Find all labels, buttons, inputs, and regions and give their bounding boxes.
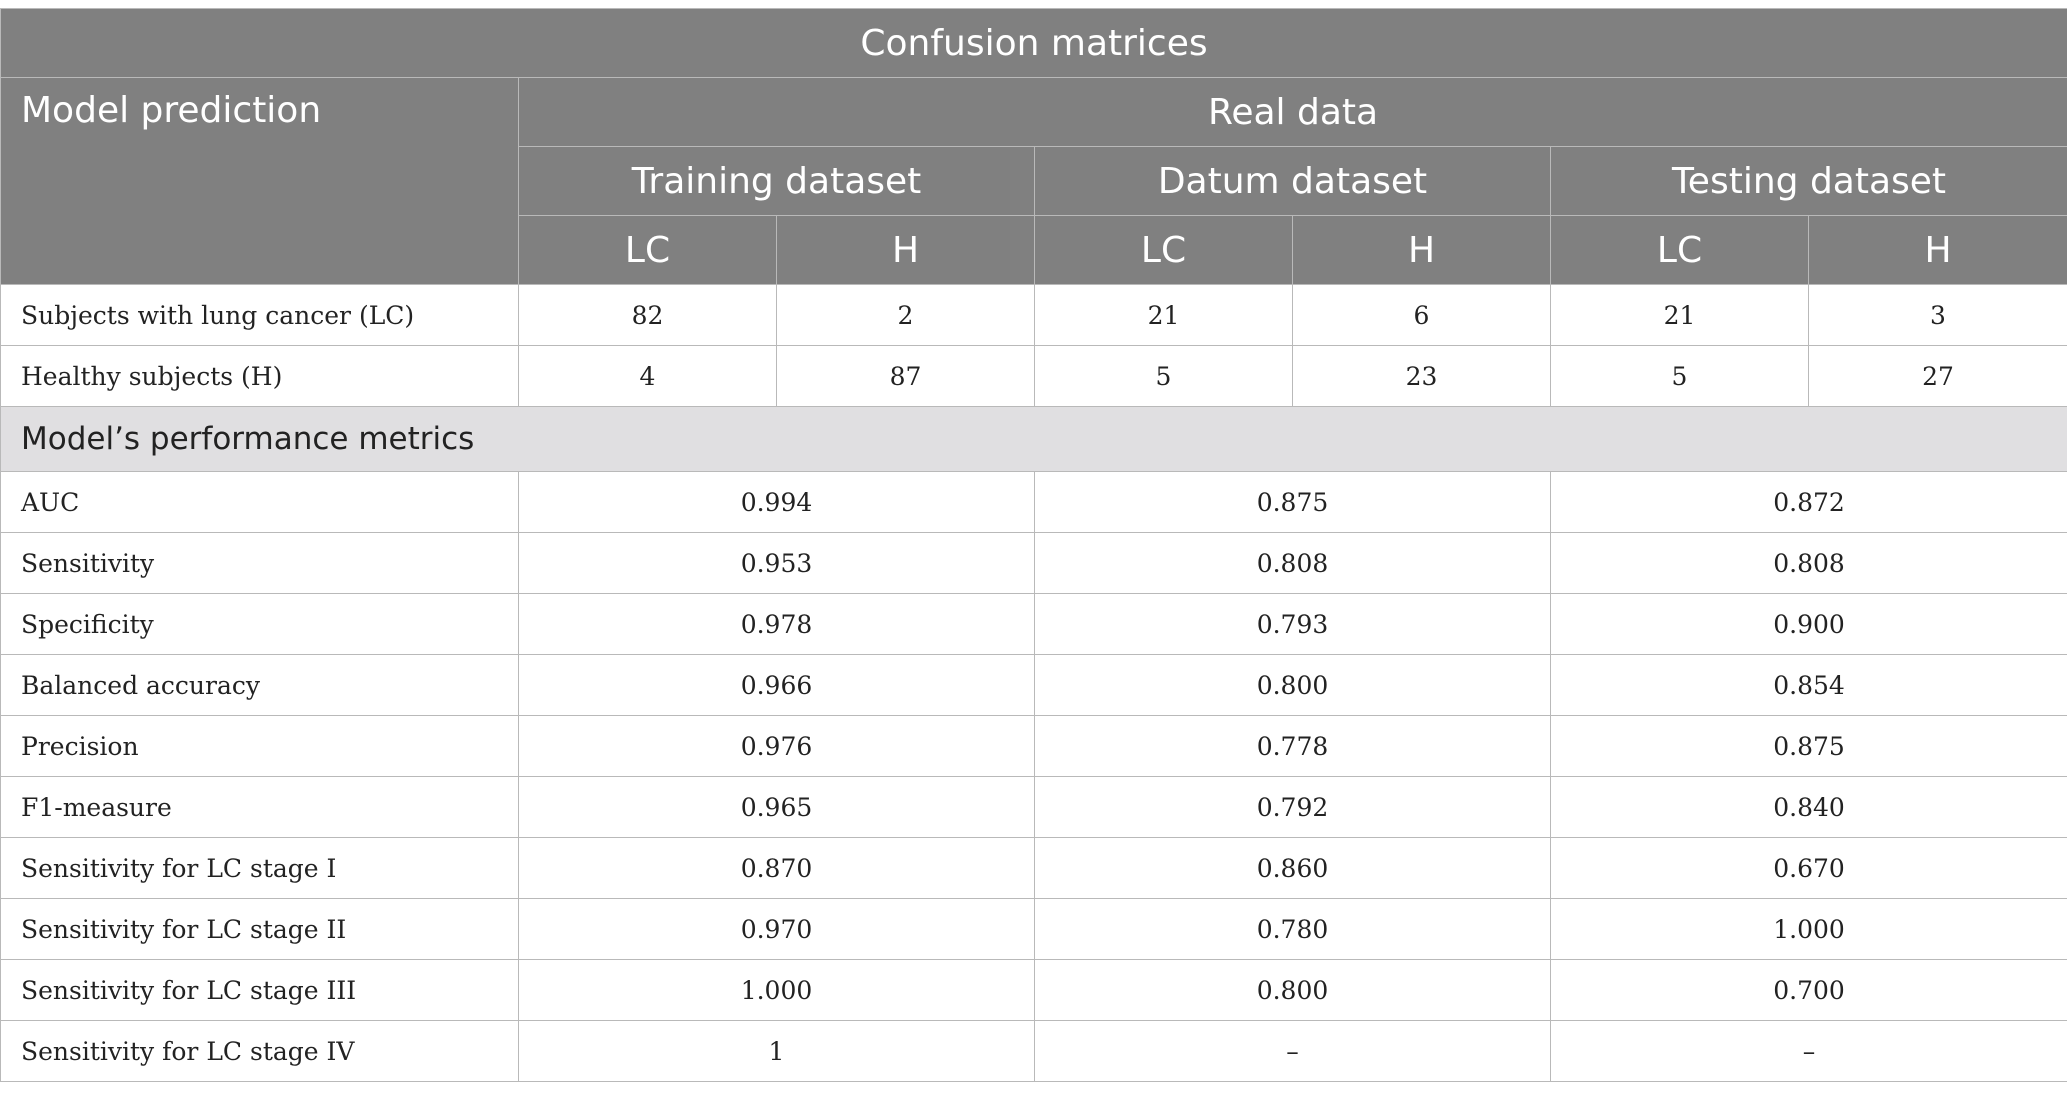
metric-value: – xyxy=(1549,1020,2067,1082)
metric-value: 0.778 xyxy=(1034,715,1551,777)
metric-label: Balanced accuracy xyxy=(0,654,519,716)
table-cell: 23 xyxy=(1292,345,1551,407)
metric-value: 1 xyxy=(518,1020,1035,1082)
dataset-header-training: Training dataset xyxy=(518,146,1035,216)
metric-value: 0.875 xyxy=(1034,471,1551,533)
metric-label: AUC xyxy=(0,471,519,533)
table-cell: 4 xyxy=(518,345,777,407)
metric-row: Sensitivity for LC stage I 0.870 0.860 0… xyxy=(0,837,2067,899)
confusion-row: Subjects with lung cancer (LC) 82 2 21 6… xyxy=(0,284,2067,346)
real-data-header: Real data xyxy=(517,77,2067,147)
metric-value: 0.965 xyxy=(518,776,1035,838)
confusion-table: Confusion matrices Model prediction Real… xyxy=(0,8,2067,1082)
metric-value: 0.800 xyxy=(1034,959,1551,1021)
metric-value: 0.966 xyxy=(518,654,1035,716)
class-header: LC xyxy=(1034,215,1293,285)
table-title: Confusion matrices xyxy=(0,8,2067,78)
metric-value: 0.875 xyxy=(1549,715,2067,777)
metric-value: 0.970 xyxy=(518,898,1035,960)
table-cell: 27 xyxy=(1807,345,2067,407)
table-cell: 21 xyxy=(1550,284,1809,346)
metric-row: Precision 0.976 0.778 0.875 xyxy=(0,715,2067,777)
metric-value: 0.800 xyxy=(1034,654,1551,716)
class-header: H xyxy=(776,215,1035,285)
metric-value: 0.953 xyxy=(518,532,1035,594)
table-cell: 87 xyxy=(776,345,1035,407)
table-cell: 5 xyxy=(1550,345,1809,407)
metric-value: 0.978 xyxy=(518,593,1035,655)
metric-row: F1-measure 0.965 0.792 0.840 xyxy=(0,776,2067,838)
table-cell: 6 xyxy=(1292,284,1551,346)
row-label: Healthy subjects (H) xyxy=(0,345,519,407)
class-header: LC xyxy=(1550,215,1809,285)
metric-row: Sensitivity for LC stage III 1.000 0.800… xyxy=(0,959,2067,1021)
metric-value: 0.808 xyxy=(1034,532,1551,594)
section-row: Model’s performance metrics xyxy=(0,406,2067,472)
metric-value: 0.854 xyxy=(1549,654,2067,716)
metrics-section-title: Model’s performance metrics xyxy=(0,406,2067,472)
metric-row: AUC 0.994 0.875 0.872 xyxy=(0,471,2067,533)
metric-value: 0.670 xyxy=(1549,837,2067,899)
dataset-header-testing: Testing dataset xyxy=(1549,146,2067,216)
metric-label: Sensitivity for LC stage I xyxy=(0,837,519,899)
class-header: H xyxy=(1807,215,2067,285)
table-cell: 21 xyxy=(1034,284,1293,346)
metric-label: Sensitivity for LC stage IV xyxy=(0,1020,519,1082)
metric-value: 1.000 xyxy=(1549,898,2067,960)
confusion-row: Healthy subjects (H) 4 87 5 23 5 27 xyxy=(0,345,2067,407)
metric-value: 0.860 xyxy=(1034,837,1551,899)
metric-value: 0.994 xyxy=(518,471,1035,533)
metric-value: 0.976 xyxy=(518,715,1035,777)
metric-value: 0.900 xyxy=(1549,593,2067,655)
metric-label: F1-measure xyxy=(0,776,519,838)
table-cell: 3 xyxy=(1807,284,2067,346)
metric-row: Specificity 0.978 0.793 0.900 xyxy=(0,593,2067,655)
metric-row: Sensitivity 0.953 0.808 0.808 xyxy=(0,532,2067,594)
dataset-header-datum: Datum dataset xyxy=(1034,146,1551,216)
metric-value: 0.792 xyxy=(1034,776,1551,838)
class-header: LC xyxy=(518,215,777,285)
metric-label: Specificity xyxy=(0,593,519,655)
metric-label: Sensitivity for LC stage II xyxy=(0,898,519,960)
metric-row: Sensitivity for LC stage IV 1 – – xyxy=(0,1020,2067,1082)
metric-value: 0.700 xyxy=(1549,959,2067,1021)
metric-value: 0.870 xyxy=(518,837,1035,899)
metric-value: 0.780 xyxy=(1034,898,1551,960)
table-cell: 5 xyxy=(1034,345,1293,407)
metric-label: Sensitivity for LC stage III xyxy=(0,959,519,1021)
metric-value: 0.840 xyxy=(1549,776,2067,838)
table-cell: 82 xyxy=(518,284,777,346)
corner-header: Model prediction xyxy=(0,77,519,285)
metric-value: – xyxy=(1034,1020,1551,1082)
row-label: Subjects with lung cancer (LC) xyxy=(0,284,519,346)
table-cell: 2 xyxy=(776,284,1035,346)
metric-value: 0.793 xyxy=(1034,593,1551,655)
metric-label: Sensitivity xyxy=(0,532,519,594)
metric-row: Balanced accuracy 0.966 0.800 0.854 xyxy=(0,654,2067,716)
metric-label: Precision xyxy=(0,715,519,777)
metric-row: Sensitivity for LC stage II 0.970 0.780 … xyxy=(0,898,2067,960)
class-header: H xyxy=(1292,215,1551,285)
metric-value: 0.808 xyxy=(1549,532,2067,594)
metric-value: 0.872 xyxy=(1549,471,2067,533)
metric-value: 1.000 xyxy=(518,959,1035,1021)
